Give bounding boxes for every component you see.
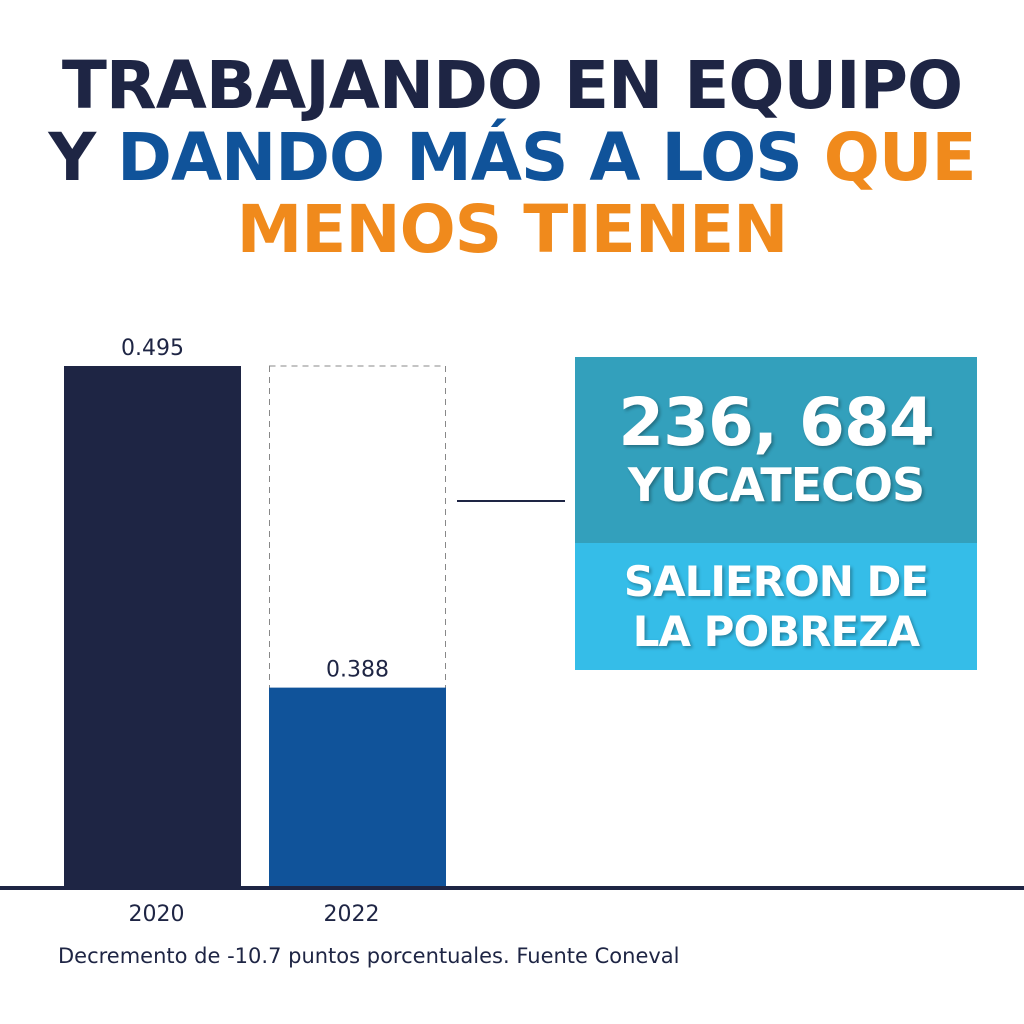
bar-2022 [269, 687, 446, 886]
callout-yucatecos: YUCATECOS [627, 458, 925, 512]
callout-top: 236, 684 YUCATECOS [575, 357, 977, 543]
headline-dando: DANDO MÁS A LOS [117, 119, 824, 196]
callout-box: 236, 684 YUCATECOS SALIERON DE LA POBREZ… [575, 357, 977, 670]
headline-y: Y [48, 119, 118, 196]
data-label-2020: 0.495 [121, 336, 184, 361]
headline-line3: MENOS TIENEN [236, 191, 789, 268]
headline-line1: TRABAJANDO EN EQUIPO [61, 47, 963, 124]
bar-2020 [64, 366, 241, 886]
headline-line2: Y DANDO MÁS A LOS QUE [0, 122, 1024, 194]
tick-label-2020: 2020 [129, 902, 185, 927]
headline-que: QUE [823, 119, 977, 196]
data-label-2022: 0.388 [326, 658, 389, 683]
headline: TRABAJANDO EN EQUIPO Y DANDO MÁS A LOS Q… [0, 50, 1024, 266]
tick-label-2022: 2022 [324, 902, 380, 927]
footnote: Decremento de -10.7 puntos porcentuales.… [58, 944, 680, 968]
callout-pobreza: LA POBREZA [632, 606, 920, 656]
callout-bottom: SALIERON DE LA POBREZA [575, 543, 977, 670]
callout-salieron: SALIERON DE [623, 556, 929, 606]
callout-number: 236, 684 [618, 384, 935, 461]
